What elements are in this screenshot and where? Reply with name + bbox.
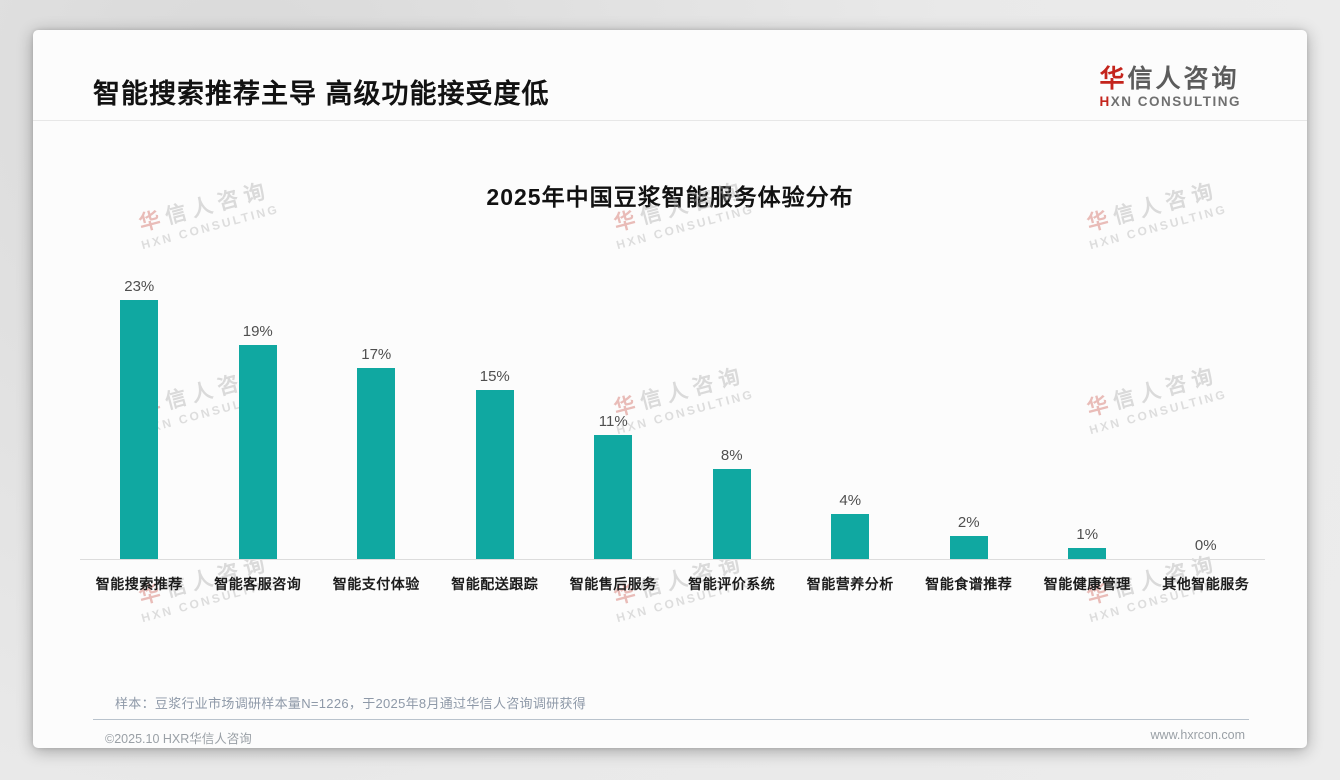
bar-column: 23% — [80, 274, 199, 559]
company-logo: 华信人咨询 HXN CONSULTING — [1099, 65, 1242, 110]
category-label: 智能客服咨询 — [214, 576, 302, 592]
logo-cn-rest: 信人咨询 — [1127, 65, 1240, 93]
bar-value-label: 2% — [957, 514, 980, 531]
logo-en-rest: XN CONSULTING — [1110, 93, 1241, 109]
bar-column: 4% — [791, 274, 910, 559]
bar — [949, 536, 988, 559]
bar-value-label: 17% — [361, 346, 392, 363]
copyright-text: ©2025.10 HXR华信人咨询 — [105, 732, 252, 746]
bar-value-label: 15% — [479, 368, 510, 385]
bar-column: 8% — [673, 274, 792, 559]
footer-bar: ©2025.10 HXR华信人咨询 www.hxrcon.com — [33, 720, 1307, 747]
bar — [238, 345, 277, 559]
bar-value-label: 0% — [1194, 537, 1217, 554]
bar-chart: 23% 19% 17% 15% 11% 8% 4% 2% 1% 0% 智能搜索推荐 智能客服咨询 智能… — [80, 274, 1265, 594]
category-label: 智能搜索推荐 — [95, 576, 183, 592]
bar-column: 17% — [317, 274, 436, 559]
chart-title: 2025年中国豆浆智能服务体验分布 — [486, 184, 854, 210]
footer-divider — [93, 719, 1249, 720]
sample-note: 样本：豆浆行业市场调研样本量N=1226，于2025年8月通过华信人咨询调研获得 — [115, 696, 587, 711]
logo-chinese-name: 华信人咨询 — [1099, 65, 1242, 94]
logo-cn-accent: 华 — [1099, 65, 1128, 93]
plot-area: 23% 19% 17% 15% 11% 8% 4% 2% 1% 0% — [80, 274, 1265, 559]
page-title: 智能搜索推荐主导 高级功能接受度低 — [93, 79, 550, 109]
x-axis-line — [80, 559, 1265, 560]
logo-en-accent: H — [1099, 93, 1111, 109]
category-label: 智能健康管理 — [1043, 576, 1131, 592]
bar-value-label: 11% — [598, 413, 628, 430]
category-label: 智能食谱推荐 — [925, 576, 1013, 592]
report-header: 智能搜索推荐主导 高级功能接受度低 华信人咨询 HXN CONSULTING — [33, 30, 1307, 121]
logo-english-name: HXN CONSULTING — [1099, 93, 1242, 110]
category-label: 智能支付体验 — [332, 576, 420, 592]
bar-value-label: 1% — [1076, 526, 1099, 543]
bar — [475, 390, 514, 559]
bar — [1068, 548, 1107, 559]
category-label: 其他智能服务 — [1162, 576, 1250, 592]
category-label: 智能配送跟踪 — [451, 576, 539, 592]
bar-column: 1% — [1028, 274, 1147, 559]
report-card: 华信人咨询 HXN CONSULTING 华信人咨询 HXN CONSULTING 华信… — [33, 30, 1307, 748]
category-label: 智能售后服务 — [569, 576, 657, 592]
bar-column: 11% — [554, 274, 673, 559]
bar — [357, 368, 396, 559]
bar — [594, 435, 633, 559]
bar-column: 19% — [199, 274, 318, 559]
bar-value-label: 8% — [720, 447, 743, 464]
bar — [120, 300, 159, 559]
bar-value-label: 19% — [242, 323, 273, 340]
bar-value-label: 23% — [124, 278, 155, 295]
bar-column: 2% — [910, 274, 1029, 559]
category-label: 智能评价系统 — [688, 576, 776, 592]
x-axis-labels: 智能搜索推荐 智能客服咨询 智能支付体验 智能配送跟踪 智能售后服务 智能评价系统 智能营养… — [80, 560, 1265, 594]
bar-column: 15% — [436, 274, 555, 559]
category-label: 智能营养分析 — [806, 576, 894, 592]
website-text: www.hxrcon.com — [1150, 728, 1245, 742]
bar — [712, 469, 751, 559]
bar-value-label: 4% — [839, 492, 862, 509]
bar-column: 0% — [1147, 274, 1266, 559]
bar — [831, 514, 870, 559]
